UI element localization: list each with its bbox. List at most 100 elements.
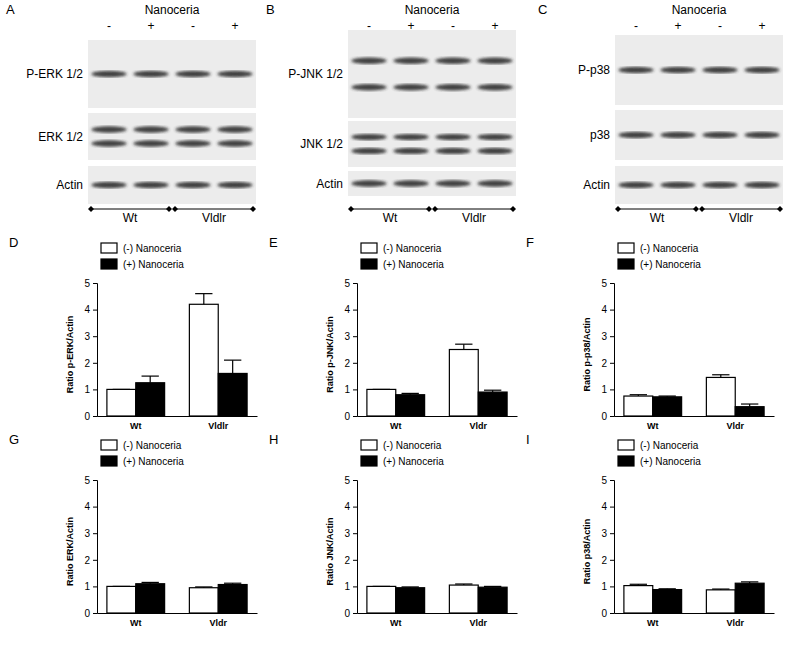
tick-label: Wt [130, 421, 142, 431]
tick-mark [93, 507, 97, 508]
blot-band [175, 140, 210, 146]
error-cap [712, 588, 729, 589]
plot-area [107, 582, 247, 613]
bar [136, 584, 165, 613]
tick-label: 1 [601, 581, 607, 592]
panel-letter: A [6, 2, 15, 17]
tick: 4 [601, 501, 614, 512]
lane-label: + [758, 19, 765, 33]
tick-label: 3 [344, 331, 350, 342]
tick-mark [610, 586, 614, 587]
tick-label: Wt [647, 618, 659, 628]
blot-panel: CNanoceria-+-+P-p38p38ActinWtVldlr [538, 2, 783, 225]
blot-band [744, 67, 779, 73]
bar [396, 588, 425, 613]
tick-mark [610, 507, 614, 508]
tick-label: 5 [601, 475, 607, 486]
blot-band [351, 180, 386, 186]
legend-swatch [101, 456, 117, 466]
plot-area [367, 584, 507, 613]
axis-title: Ratio p-ERK/Actin [65, 316, 75, 394]
group-bracket [175, 209, 253, 210]
blot-band [435, 148, 470, 154]
blot-band [435, 58, 470, 64]
legend-label: (+) Nanoceria [123, 456, 184, 467]
tick-label: 1 [344, 384, 350, 395]
blot-band [477, 180, 512, 186]
figure: ANanoceria-+-+P-ERK 1/2ERK 1/2ActinWtVld… [0, 0, 800, 649]
tick: 0 [84, 411, 97, 422]
legend-label: (-) Nanoceria [123, 243, 182, 254]
axis-title: Ratio p-p38/Actin [582, 317, 592, 391]
panel-letter: C [538, 2, 547, 17]
tick: Vldr [726, 421, 744, 431]
group-label: Vldlr [462, 211, 486, 225]
tick-label: Vldlr [208, 421, 229, 431]
error-bar [484, 390, 501, 392]
error-cap [659, 588, 676, 589]
legend-label: (+) Nanoceria [383, 259, 444, 270]
tick-mark [93, 613, 97, 614]
tick-mark [93, 533, 97, 534]
group-label: Wt [383, 211, 398, 225]
blot-band [477, 148, 512, 154]
error-cap [113, 389, 130, 390]
tick: Wt [647, 421, 659, 431]
legend-label: (-) Nanoceria [383, 243, 442, 254]
tick: Vldr [209, 618, 227, 628]
tick-mark [610, 336, 614, 337]
tick: Wt [130, 618, 142, 628]
blot-band [393, 180, 428, 186]
panel-letter: I [526, 432, 530, 447]
blot-band [393, 148, 428, 154]
tick: 5 [601, 475, 614, 486]
tick-mark [610, 560, 614, 561]
row-label: Actin [316, 177, 343, 191]
blot-band [702, 132, 737, 138]
axis-line [358, 416, 518, 417]
lane-label: - [191, 19, 195, 33]
bracket-end [166, 206, 172, 212]
bar [449, 585, 478, 613]
blot-title: Nanoceria [405, 3, 460, 17]
lane-label: - [107, 19, 111, 33]
group-bracket [435, 209, 513, 210]
error-bar [484, 586, 501, 588]
blot-band [175, 71, 210, 77]
axis-title: Ratio JNK/Actin [325, 517, 335, 585]
row-label: p38 [590, 128, 610, 142]
bracket-end [348, 206, 354, 212]
error-bar [630, 395, 647, 396]
tick: Vldr [469, 421, 487, 431]
tick-mark [93, 363, 97, 364]
blot-band [660, 182, 695, 188]
tick-label: Vldr [209, 618, 227, 628]
tick-mark [93, 283, 97, 284]
blot-band [351, 84, 386, 90]
group-label: Wt [123, 211, 138, 225]
axis-line [615, 613, 775, 614]
error-bar [195, 294, 212, 305]
y-axis: 012345 [84, 278, 97, 422]
blot-band [393, 84, 428, 90]
tick-label: 4 [344, 501, 350, 512]
panel-letter: F [526, 235, 534, 250]
error-cap [195, 293, 212, 294]
blot-band [175, 182, 210, 188]
tick-label: 2 [344, 358, 350, 369]
row-label: JNK 1/2 [300, 137, 343, 151]
legend-label: (-) Nanoceria [383, 440, 442, 451]
tick-label: 4 [84, 304, 90, 315]
error-bar [402, 393, 419, 394]
error-bar [741, 404, 758, 407]
tick-mark [353, 613, 357, 614]
tick-label: 4 [344, 304, 350, 315]
blot-band [435, 134, 470, 140]
lane-label: - [634, 19, 638, 33]
error-cap [195, 586, 212, 587]
tick: 2 [344, 358, 357, 369]
tick-label: 3 [601, 528, 607, 539]
error-bar [113, 586, 130, 587]
tick-label: 4 [84, 501, 90, 512]
row-label: P-ERK 1/2 [26, 67, 83, 81]
